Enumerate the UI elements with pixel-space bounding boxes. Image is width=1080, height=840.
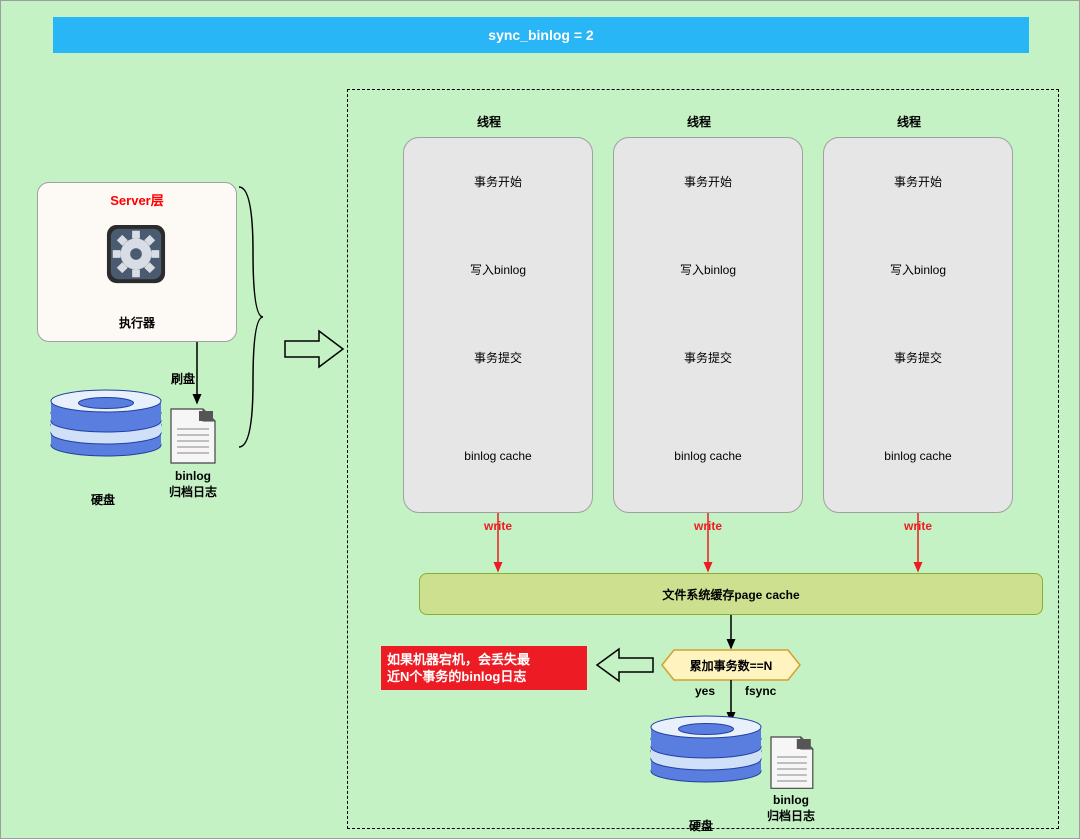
write-label: write — [478, 519, 518, 533]
binlog-label-r: binlog — [773, 793, 809, 807]
archive-label: 归档日志 — [169, 485, 217, 499]
disk-right-label: 硬盘 — [689, 817, 713, 834]
disk-left-label: 硬盘 — [91, 491, 115, 508]
binlog-cache: binlog cache — [866, 449, 970, 463]
warning-line2: 近N个事务的binlog日志 — [387, 669, 526, 684]
thread-header: 线程 — [669, 113, 729, 130]
write-label: write — [688, 519, 728, 533]
file-right-label: binlog 归档日志 — [767, 793, 815, 824]
tx-commit: 事务提交 — [454, 349, 542, 366]
tx-commit: 事务提交 — [874, 349, 962, 366]
warning-box: 如果机器宕机，会丢失最近N个事务的binlog日志 — [381, 646, 587, 690]
page-cache: 文件系统缓存page cache — [419, 573, 1043, 615]
binlog-label: binlog — [175, 469, 211, 483]
fsync-label: fsync — [745, 684, 776, 698]
tx-start: 事务开始 — [874, 173, 962, 190]
thread-header: 线程 — [459, 113, 519, 130]
write-binlog: 写入binlog — [454, 261, 542, 278]
thread-header: 线程 — [879, 113, 939, 130]
binlog-cache: binlog cache — [446, 449, 550, 463]
archive-label-r: 归档日志 — [767, 809, 815, 823]
write-label: write — [898, 519, 938, 533]
tx-start: 事务开始 — [454, 173, 542, 190]
title-bar: sync_binlog = 2 — [53, 17, 1029, 53]
gear-icon — [105, 223, 167, 285]
executor-label: 执行器 — [37, 314, 237, 331]
binlog-cache: binlog cache — [656, 449, 760, 463]
tx-commit: 事务提交 — [664, 349, 752, 366]
write-binlog: 写入binlog — [664, 261, 752, 278]
decision: 累加事务数==N — [662, 657, 800, 674]
tx-start: 事务开始 — [664, 173, 752, 190]
warning-line1: 如果机器宕机，会丢失最 — [387, 652, 530, 667]
write-binlog: 写入binlog — [874, 261, 962, 278]
server-title: Server层 — [37, 190, 237, 209]
flush-label: 刷盘 — [171, 370, 195, 387]
yes-label: yes — [695, 684, 715, 698]
file-left-label: binlog 归档日志 — [169, 469, 217, 500]
